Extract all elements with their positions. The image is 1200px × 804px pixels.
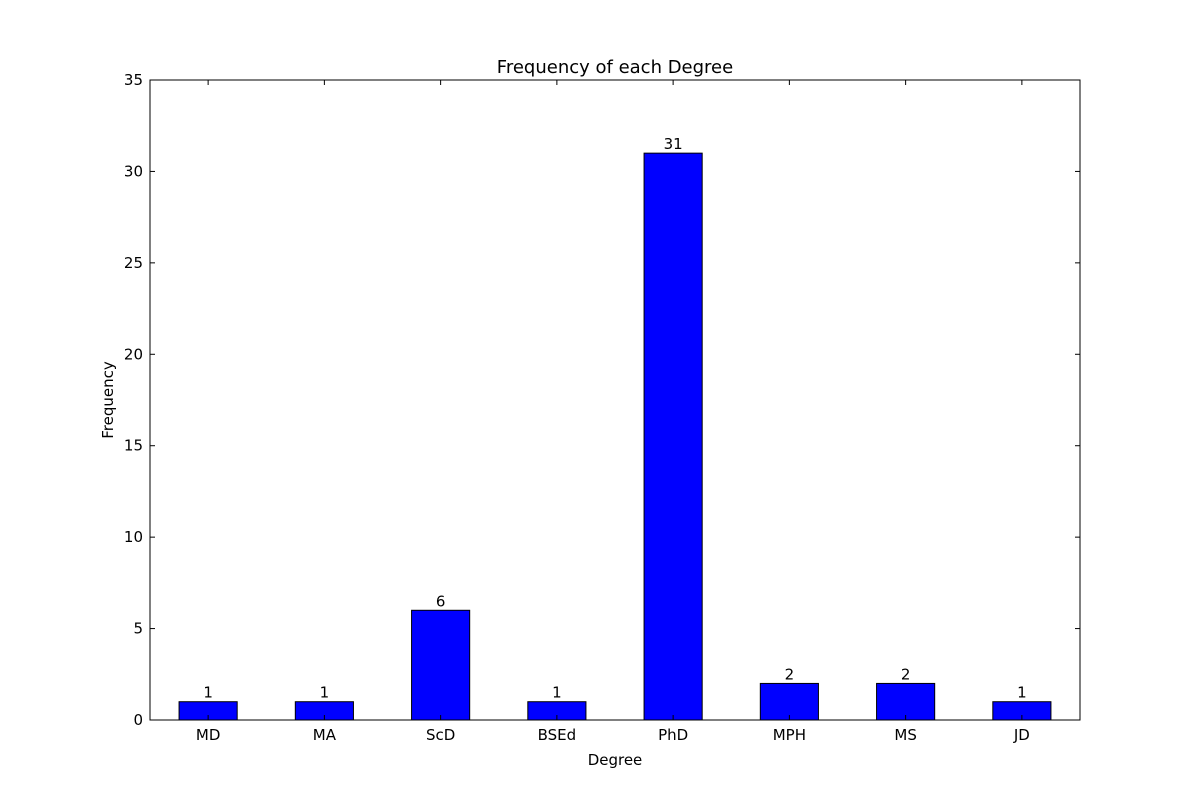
data-label-phd: 31	[664, 135, 683, 153]
data-label-jd: 1	[1017, 684, 1027, 702]
ticks-layer: MD MA ScD BSEd PhD MPH MS JD 0 5 10 15 20 25 30 35	[124, 71, 1080, 744]
x-axis-label: Degree	[588, 751, 643, 769]
y-tick-label-0: 0	[133, 711, 143, 729]
y-tick-label-10: 10	[124, 528, 143, 546]
x-tick-label-scd: ScD	[426, 726, 455, 744]
bar-scd	[411, 609, 471, 721]
x-tick-label-bsed: BSEd	[538, 726, 577, 744]
y-tick-label-20: 20	[124, 345, 143, 363]
x-tick-label-ma: MA	[313, 726, 337, 744]
data-label-ma: 1	[320, 684, 330, 702]
x-tick-label-ms: MS	[894, 726, 916, 744]
y-tick-label-5: 5	[133, 620, 143, 638]
y-tick-label-25: 25	[124, 254, 143, 272]
data-label-scd: 6	[436, 592, 446, 610]
x-tick-label-jd: JD	[1013, 726, 1030, 744]
chart-title: Frequency of each Degree	[497, 57, 733, 78]
x-tick-label-phd: PhD	[658, 726, 688, 744]
bars-layer	[178, 152, 1052, 721]
x-tick-label-md: MD	[196, 726, 221, 744]
y-tick-label-15: 15	[124, 437, 143, 455]
y-tick-label-30: 30	[124, 162, 143, 180]
bar-phd	[643, 152, 703, 721]
bar-ms	[876, 682, 936, 721]
y-axis-label: Frequency	[99, 361, 117, 439]
x-tick-label-mph: MPH	[773, 726, 806, 744]
data-label-ms: 2	[901, 665, 911, 683]
y-tick-label-35: 35	[124, 71, 143, 89]
plot-area-frame	[149, 79, 1081, 721]
data-label-mph: 2	[785, 665, 795, 683]
data-label-bsed: 1	[552, 684, 562, 702]
data-label-md: 1	[203, 684, 213, 702]
bar-mph	[759, 682, 819, 721]
